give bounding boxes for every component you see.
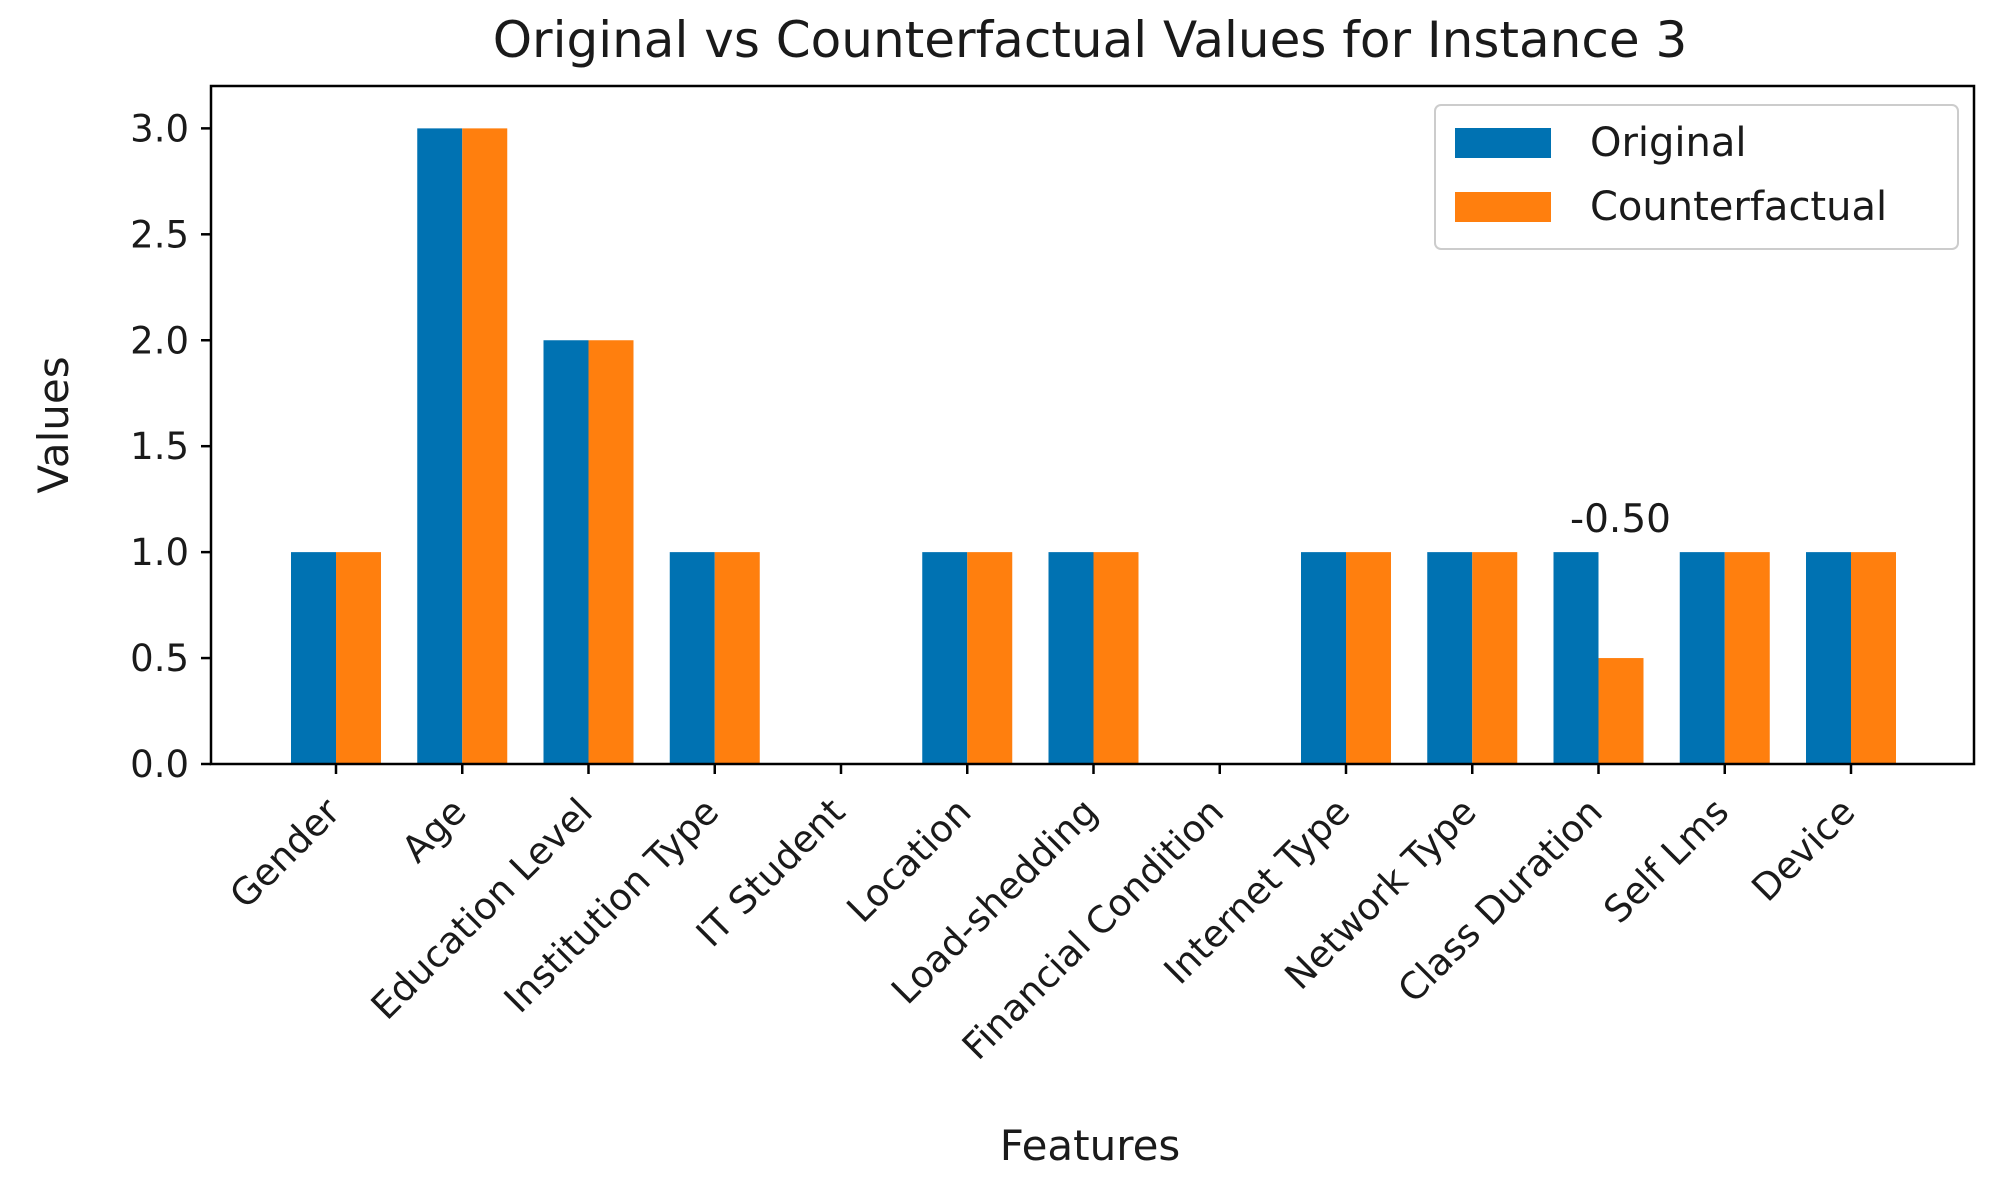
legend-label-counterfactual: Counterfactual [1590, 184, 1887, 230]
y-axis-label: Values [29, 356, 78, 493]
bar-original-class-duration [1553, 552, 1599, 764]
bar-counterfactual-gender [336, 552, 381, 764]
x-tick-label: Self Lms [1596, 790, 1738, 932]
legend-swatch-original [1455, 128, 1551, 158]
y-tick-label: 2.0 [130, 319, 189, 362]
y-tick-label: 1.5 [130, 425, 189, 468]
bar-counterfactual-network-type [1472, 552, 1518, 764]
bar-counterfactual-location [967, 552, 1013, 764]
bar-original-internet-type [1301, 552, 1346, 764]
legend-label-original: Original [1590, 120, 1747, 166]
legend: Original Counterfactual [1434, 104, 1959, 250]
annotation-label: -0.50 [1570, 497, 1671, 542]
bar-counterfactual-education-level [588, 340, 634, 764]
bars-layer [291, 128, 1896, 764]
x-tick-label: Device [1743, 790, 1863, 910]
x-tick-label: Institution Type [496, 790, 727, 1021]
y-tick-label: 0.5 [130, 637, 189, 680]
legend-box [1434, 104, 1959, 250]
bar-original-location [922, 552, 968, 764]
x-tick-label: Education Level [363, 790, 601, 1028]
bar-original-network-type [1427, 552, 1473, 764]
bar-counterfactual-class-duration [1598, 658, 1644, 764]
bar-counterfactual-age [462, 128, 508, 764]
bar-counterfactual-institution-type [714, 552, 760, 764]
bar-counterfactual-self-lms [1724, 552, 1770, 764]
chart-title: Original vs Counterfactual Values for In… [493, 11, 1688, 69]
bar-original-education-level [543, 340, 589, 764]
bar-counterfactual-load-shedding [1093, 552, 1139, 764]
bar-counterfactual-internet-type [1346, 552, 1391, 764]
bar-original-device [1806, 552, 1851, 764]
y-tick-label: 1.0 [130, 531, 189, 574]
bar-original-age [417, 128, 463, 764]
bar-original-self-lms [1679, 552, 1725, 764]
bar-original-gender [291, 552, 336, 764]
legend-swatch-counterfactual [1455, 192, 1551, 222]
x-tick-label: Gender [222, 789, 349, 916]
x-tick-label: Age [394, 790, 475, 871]
y-tick-label: 2.5 [130, 213, 189, 256]
y-tick-label: 3.0 [130, 107, 189, 150]
annotations: -0.50 [1570, 497, 1671, 542]
bar-counterfactual-device [1851, 552, 1896, 764]
y-tick-label: 0.0 [130, 743, 189, 786]
bar-original-institution-type [669, 552, 715, 764]
bar-original-load-shedding [1048, 552, 1094, 764]
y-axis: 0.0 0.5 1.0 1.5 2.0 2.5 3.0 [130, 107, 211, 786]
x-axis-label: Features [1000, 1121, 1181, 1170]
